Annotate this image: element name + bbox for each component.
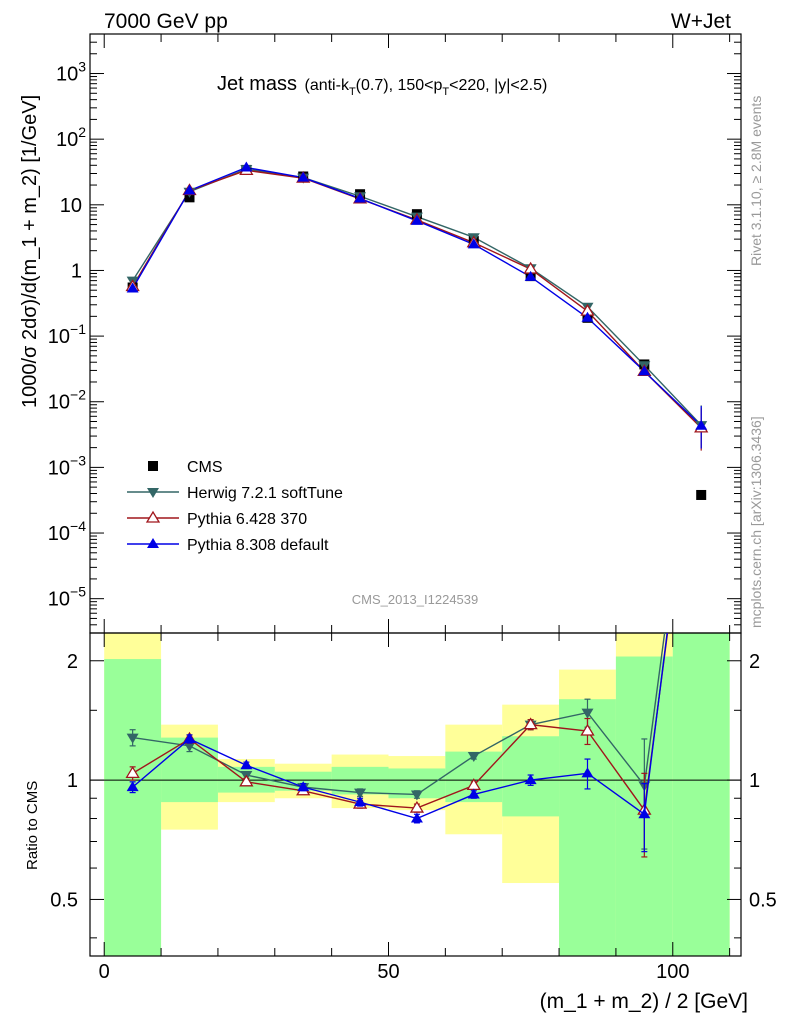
ratio-data-point — [581, 767, 594, 778]
x-axis-label: (m_1 + m_2) / 2 [GeV] — [540, 990, 748, 1013]
ratio-data-point — [297, 781, 310, 792]
main-y-tick-label: 1 — [71, 260, 82, 282]
main-plot-series — [125, 161, 709, 500]
mcplots-label: mcplots.cern.ch [arXiv:1306.3436] — [748, 416, 764, 628]
main-data-point — [126, 282, 139, 293]
ratio-data-point — [467, 752, 480, 763]
plot-title: Jet mass (anti-kT(0.7), 150<pT<220, |y|<… — [217, 73, 547, 98]
ratio-data-point — [523, 717, 538, 730]
header-process: W+Jet — [671, 10, 731, 33]
ratio-plot-frame: 0 50 100 0.5 0.5 1 1 2 2 — [50, 632, 777, 983]
rivet-version-label: Rivet 3.1.10, ≥ 2.8M events — [748, 96, 764, 266]
main-data-point — [581, 311, 594, 322]
main-series-line — [132, 169, 702, 429]
ratio-data-point — [580, 723, 595, 736]
ratio-data-point — [354, 788, 367, 799]
ratio-data-point — [126, 733, 139, 744]
x-tick-label: 50 — [377, 961, 399, 983]
ratio-data-point — [467, 788, 480, 799]
main-series-line — [132, 168, 702, 426]
main-data-point — [297, 171, 310, 182]
legend-label: Pythia 8.308 default — [187, 537, 329, 554]
main-y-tick-label: 10−2 — [48, 387, 86, 414]
main-y-tick-label: 103 — [56, 59, 86, 86]
main-y-tick-label: 10 — [60, 195, 82, 217]
ratio-data-point — [240, 759, 253, 770]
main-y-tick-label: 10−5 — [48, 584, 86, 611]
ratio-data-point — [638, 808, 651, 819]
ratio-data-point — [581, 708, 594, 719]
main-data-point — [354, 192, 367, 203]
ratio-data-point — [183, 741, 196, 752]
ratio-plot-series — [125, 633, 669, 858]
ratio-data-point — [409, 800, 425, 813]
ratio-data-point — [183, 732, 196, 743]
main-y-tick-label: 102 — [56, 124, 86, 151]
legend-marker — [147, 538, 159, 548]
header-energy: 7000 GeV pp — [104, 10, 228, 33]
main-data-point — [695, 419, 708, 430]
ratio-y-tick-label-right: 0.5 — [749, 889, 777, 911]
legend-label: Pythia 6.428 370 — [187, 511, 307, 528]
main-y-tick-label: 10−1 — [48, 321, 86, 348]
x-tick-label: 100 — [656, 961, 689, 983]
ratio-data-point — [125, 766, 140, 779]
main-data-point — [696, 489, 707, 500]
ratio-y-axis-label: Ratio to CMS — [24, 781, 41, 870]
legend-marker — [147, 488, 159, 498]
legend-marker — [148, 461, 158, 471]
ratio-data-point — [239, 774, 254, 787]
ratio-band-inner — [672, 633, 730, 956]
legend-label: CMS — [187, 459, 223, 476]
main-data-point — [183, 184, 196, 195]
ratio-data-point — [126, 781, 139, 792]
main-data-point — [410, 214, 423, 225]
main-y-axis-label: 1000/σ 2dσ)/d(m_1 + m_2) [1/GeV] — [19, 95, 41, 408]
x-tick-label: 0 — [99, 961, 110, 983]
ratio-plot-border — [89, 632, 742, 957]
ratio-data-point — [524, 774, 537, 785]
main-data-point — [240, 161, 253, 172]
ratio-band-inner — [104, 659, 162, 956]
legend: CMS Herwig 7.2.1 softTune Pythia 6.428 370… — [127, 459, 343, 554]
main-data-point — [524, 270, 537, 281]
ratio-y-tick-label: 0.5 — [50, 889, 78, 911]
main-y-tick-label: 10−3 — [48, 452, 86, 479]
ratio-data-point — [410, 812, 423, 823]
main-data-point — [467, 238, 480, 249]
ratio-data-point — [354, 796, 367, 807]
analysis-id-label: CMS_2013_I1224539 — [352, 592, 479, 607]
legend-label: Herwig 7.2.1 softTune — [187, 485, 343, 502]
main-data-point — [638, 365, 651, 376]
ratio-y-tick-label-right: 1 — [749, 770, 760, 792]
legend-marker — [145, 510, 161, 523]
main-y-tick-label: 10−4 — [48, 518, 86, 545]
ratio-y-tick-label: 2 — [67, 651, 78, 673]
ratio-y-tick-label-right: 2 — [749, 651, 760, 673]
ratio-y-tick-label: 1 — [67, 770, 78, 792]
ratio-data-point — [410, 790, 423, 801]
main-series-line — [132, 166, 702, 427]
